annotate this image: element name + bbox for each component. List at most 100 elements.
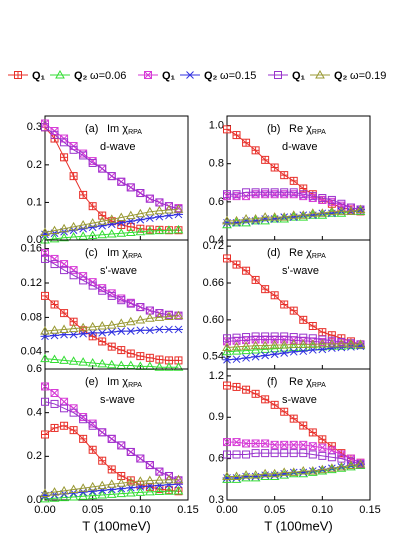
marker	[269, 471, 280, 481]
marker-triangle	[250, 214, 261, 223]
marker-triangle	[164, 486, 174, 495]
legend-label: Q₁	[162, 70, 176, 82]
marker-triangle	[145, 475, 155, 485]
marker-triangle	[317, 208, 328, 217]
series-line	[44, 208, 179, 233]
marker-line	[308, 442, 317, 451]
marker-box	[270, 440, 279, 449]
marker	[68, 491, 79, 501]
marker	[125, 477, 136, 486]
marker-triangle	[68, 221, 79, 231]
marker-triangle	[97, 489, 108, 499]
marker-triangle	[315, 69, 325, 79]
series-line	[227, 463, 361, 478]
marker-box	[88, 281, 97, 290]
marker	[87, 481, 98, 491]
marker	[68, 221, 79, 231]
marker	[307, 467, 318, 476]
marker-triangle	[68, 484, 79, 494]
marker-box	[69, 266, 78, 275]
marker	[145, 461, 154, 470]
marker	[308, 428, 317, 437]
marker	[78, 488, 88, 496]
marker	[69, 404, 78, 413]
marker	[173, 204, 184, 213]
marker	[98, 428, 107, 437]
x-axis-label: T (100meV)	[264, 518, 332, 533]
marker	[299, 190, 308, 199]
marker	[241, 214, 251, 223]
legend-group: ω=0.19	[350, 70, 386, 82]
y-tick-label: 0.0	[27, 494, 42, 506]
marker-triangle	[298, 210, 309, 219]
marker	[125, 488, 136, 497]
marker-box	[155, 467, 164, 476]
marker	[59, 324, 69, 333]
series-line	[44, 479, 179, 494]
marker	[88, 487, 98, 496]
marker	[298, 466, 309, 475]
quantity: Re χ	[289, 376, 312, 388]
marker-box	[60, 138, 69, 147]
quantity-subscript: RPA	[312, 129, 326, 136]
y-tick-label: 0.0	[27, 234, 42, 246]
y-tick-label: 0.6	[209, 453, 224, 465]
panel-label: (c)	[85, 247, 98, 259]
marker	[49, 325, 60, 334]
marker-triangle	[59, 485, 69, 495]
marker	[59, 492, 69, 502]
marker	[250, 214, 261, 223]
marker	[40, 493, 50, 503]
marker	[318, 328, 327, 337]
marker	[116, 478, 127, 487]
marker-box	[88, 158, 97, 167]
marker-triangle	[106, 228, 117, 238]
marker-triangle	[231, 471, 242, 481]
marker	[59, 355, 69, 364]
marker	[40, 353, 50, 363]
marker	[222, 474, 232, 483]
marker-box	[232, 333, 241, 342]
marker	[145, 326, 155, 335]
marker	[318, 435, 327, 444]
marker	[40, 488, 50, 497]
marker	[251, 188, 260, 197]
marker	[289, 347, 299, 356]
marker-triangle	[40, 326, 50, 335]
marker-triangle	[288, 467, 299, 476]
marker-box	[69, 145, 78, 154]
marker-box	[232, 438, 241, 447]
panel-wave: s'-wave	[282, 265, 319, 277]
marker	[279, 467, 290, 476]
marker-line	[289, 190, 298, 199]
y-tick-label: 1.2	[209, 370, 224, 382]
marker-triangle	[173, 224, 184, 234]
marker	[298, 347, 308, 356]
marker	[355, 339, 366, 348]
marker-triangle	[116, 488, 127, 498]
panel-wave: s-wave	[100, 394, 135, 406]
marker-box	[289, 188, 298, 197]
marker	[145, 486, 155, 496]
marker	[78, 322, 88, 332]
marker-box	[299, 440, 308, 449]
marker-line	[232, 438, 241, 446]
marker-box	[126, 447, 135, 456]
marker	[125, 210, 136, 220]
marker	[126, 349, 135, 358]
marker-box	[289, 449, 298, 458]
marker-triangle	[298, 466, 309, 475]
marker	[270, 400, 279, 409]
marker	[173, 362, 184, 371]
marker	[40, 227, 50, 236]
marker-box	[308, 192, 317, 201]
marker-triangle	[355, 204, 366, 213]
marker-triangle	[260, 340, 270, 350]
marker	[223, 450, 231, 459]
marker-triangle	[317, 338, 328, 348]
panel-quantity: Re χRPA	[289, 123, 326, 136]
panel-label: (a)	[85, 123, 98, 135]
marker-triangle	[49, 493, 60, 502]
y-tick-label: 0.08	[21, 311, 42, 323]
marker	[88, 202, 97, 211]
